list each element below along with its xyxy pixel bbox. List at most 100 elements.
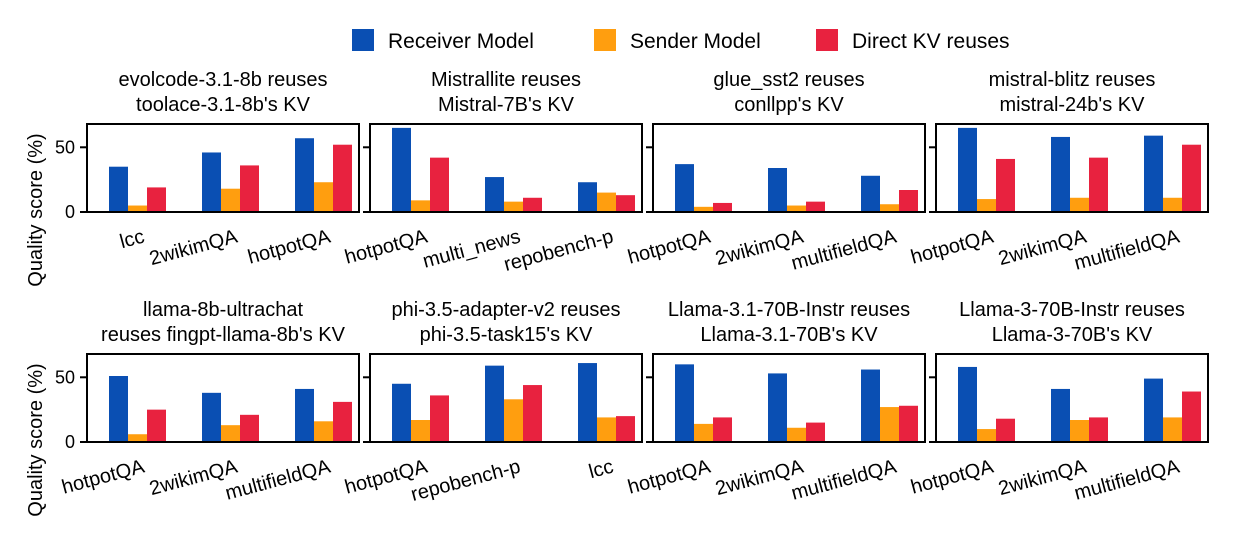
y-axis-label: Quality score (%)	[25, 363, 47, 516]
chart-title-line: Llama-3.1-70B's KV	[700, 324, 878, 346]
x-tick-label: multifieldQA	[223, 455, 333, 504]
bar	[768, 373, 787, 442]
bar	[675, 164, 694, 212]
y-tick-label: 50	[55, 137, 75, 157]
bar	[958, 127, 977, 212]
chart-title-line: toolace-3.1-8b's KV	[136, 94, 311, 116]
y-tick-label: 0	[65, 202, 75, 222]
legend-label: Direct KV reuses	[852, 30, 1010, 53]
bar	[392, 127, 411, 212]
bar	[861, 369, 880, 442]
bar	[147, 409, 166, 442]
bar	[202, 392, 221, 442]
bar	[1182, 144, 1201, 212]
chart-title-line: Llama-3-70B's KV	[992, 324, 1153, 346]
bar	[713, 417, 732, 442]
bar	[597, 192, 616, 212]
x-tick-label: hotpotQA	[59, 455, 147, 498]
chart-title-line: mistral-blitz reuses	[989, 69, 1156, 91]
chart-panel: Llama-3-70B-Instr reuses Llama-3-70B's KV…	[908, 299, 1209, 505]
y-tick-label: 50	[55, 367, 75, 387]
bar	[504, 399, 523, 442]
bar	[109, 376, 128, 442]
bar	[240, 414, 259, 442]
plot-frame	[935, 123, 1209, 213]
bar	[578, 363, 597, 442]
bar	[996, 418, 1015, 442]
chart-title-line: llama-8b-ultrachat	[143, 299, 304, 321]
bar	[314, 421, 333, 442]
bar	[806, 422, 825, 442]
bar	[1070, 420, 1089, 442]
bar	[411, 200, 430, 212]
bar	[333, 401, 352, 442]
bar	[392, 383, 411, 442]
bar	[485, 365, 504, 442]
bar	[240, 165, 259, 212]
x-tick-label: lcc	[586, 456, 615, 484]
chart-panel: phi-3.5-adapter-v2 reuses phi-3.5-task15'…	[342, 299, 643, 506]
x-tick-label: multifieldQA	[1072, 225, 1182, 274]
bar	[128, 205, 147, 212]
bar	[430, 157, 449, 212]
bar	[977, 199, 996, 212]
y-tick-label: 0	[65, 432, 75, 452]
chart-panels: evolcode-3.1-8b reuses toolace-3.1-8b's K…	[25, 69, 1209, 517]
bar	[314, 182, 333, 212]
bar	[1144, 378, 1163, 442]
plot-frame	[86, 353, 360, 443]
bar	[333, 144, 352, 212]
bar	[578, 182, 597, 212]
plot-frame	[935, 353, 1209, 443]
bar	[880, 204, 899, 212]
bar	[768, 168, 787, 212]
x-tick-label: hotpotQA	[625, 225, 713, 268]
x-tick-label: multifieldQA	[789, 455, 899, 504]
bar	[597, 417, 616, 442]
bar	[977, 429, 996, 442]
bar	[1089, 157, 1108, 212]
bar	[861, 175, 880, 212]
bar	[128, 434, 147, 442]
bar	[485, 177, 504, 212]
bar	[899, 405, 918, 442]
bar	[504, 201, 523, 212]
chart-title-line: reuses fingpt-llama-8b's KV	[101, 324, 346, 346]
bar	[787, 205, 806, 212]
x-tick-label: lcc	[117, 226, 146, 254]
plot-frame	[86, 123, 360, 213]
chart-title-line: glue_sst2 reuses	[713, 69, 864, 91]
bar	[694, 423, 713, 442]
bar	[616, 416, 635, 442]
plot-frame	[369, 123, 643, 213]
chart-title-line: Mistrallite reuses	[431, 69, 581, 91]
bar	[958, 366, 977, 442]
bar	[1089, 417, 1108, 442]
bar	[616, 195, 635, 212]
x-tick-label: multifieldQA	[789, 225, 899, 274]
bar	[295, 138, 314, 212]
plot-frame	[369, 353, 643, 443]
legend-swatch	[816, 29, 838, 51]
bar	[1182, 391, 1201, 442]
chart-title-line: Mistral-7B's KV	[438, 94, 575, 116]
bar	[1070, 197, 1089, 212]
bar	[1144, 135, 1163, 212]
plot-frame	[652, 123, 926, 213]
chart-title-line: evolcode-3.1-8b reuses	[118, 69, 327, 91]
bar	[147, 187, 166, 212]
bar	[713, 202, 732, 212]
x-tick-label: hotpotQA	[908, 225, 996, 268]
bar	[523, 197, 542, 212]
bar	[787, 427, 806, 442]
bar	[430, 395, 449, 442]
x-tick-label: 2wikimQA	[147, 225, 240, 270]
chart-title-line: phi-3.5-adapter-v2 reuses	[391, 299, 620, 321]
chart-panel: evolcode-3.1-8b reuses toolace-3.1-8b's K…	[25, 69, 360, 287]
legend-label: Receiver Model	[388, 30, 534, 53]
bar	[996, 158, 1015, 212]
chart-title-line: conllpp's KV	[734, 94, 844, 116]
chart-panel: Llama-3.1-70B-Instr reuses Llama-3.1-70B'…	[625, 299, 926, 505]
